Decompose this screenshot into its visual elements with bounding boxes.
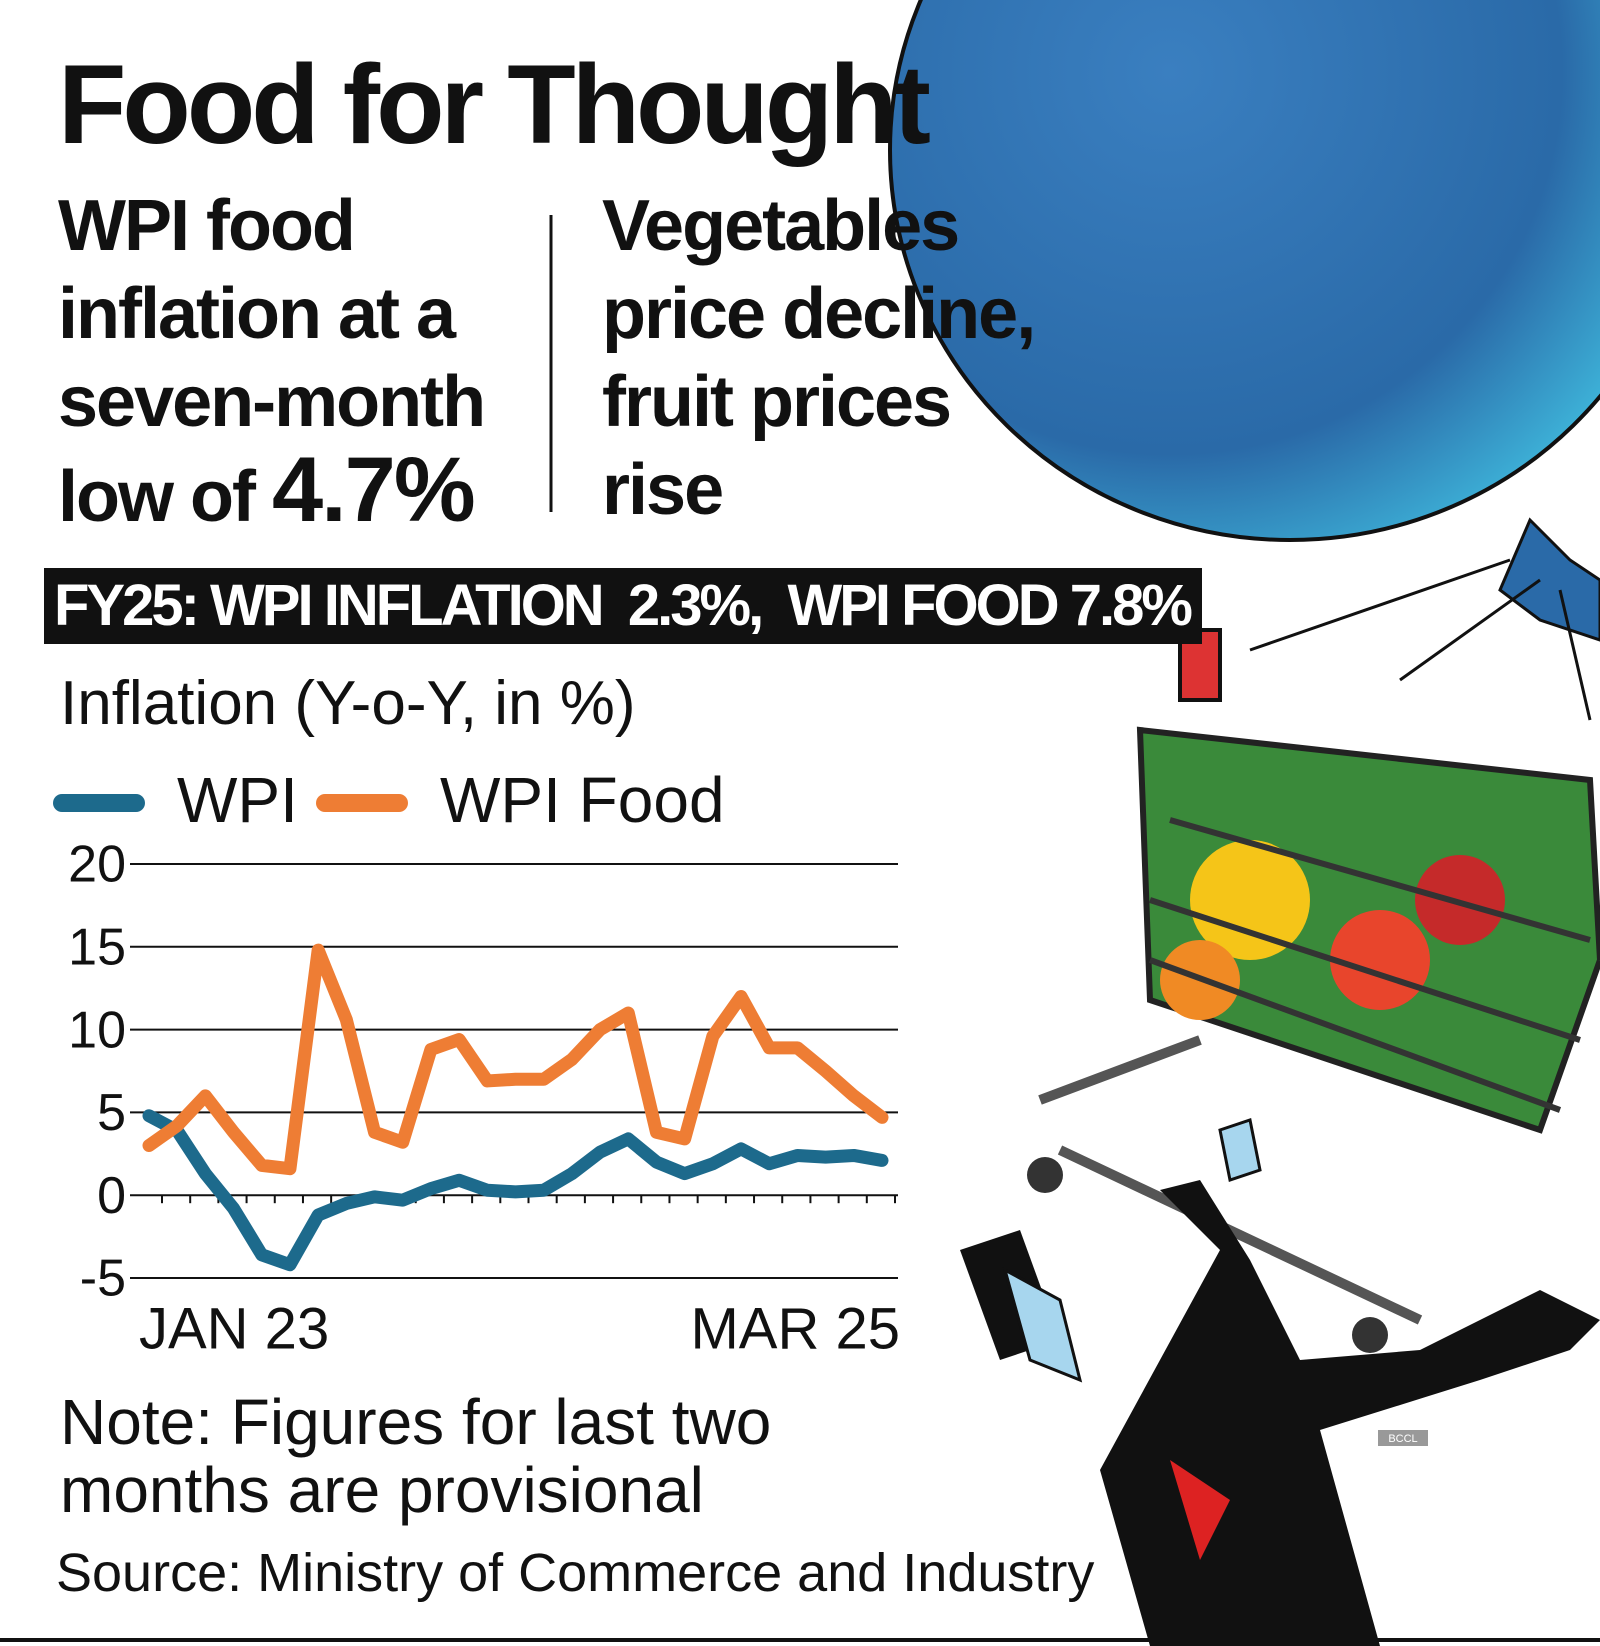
series-line	[142, 1109, 889, 1272]
title: Food for Thought	[58, 42, 931, 167]
y-tick-label: 20	[68, 836, 126, 894]
y-axis-label: Inflation (Y-o-Y, in %)	[60, 669, 636, 738]
credit: BCCL	[1388, 1433, 1417, 1445]
x-tick-label: MAR 25	[690, 1296, 900, 1361]
left-text: WPI food inflation at a seven-month low …	[58, 182, 538, 541]
legend-label: WPI	[177, 764, 298, 836]
note: Note: Figures for last two months are pr…	[60, 1386, 772, 1526]
series-line	[142, 943, 889, 1176]
x-tick-label: JAN 23	[139, 1296, 329, 1361]
y-tick-label: 10	[68, 1001, 126, 1059]
y-tick-label: 15	[68, 919, 126, 977]
y-tick-label: 5	[97, 1084, 126, 1142]
right-text: Vegetables price decline, fruit prices r…	[602, 186, 1036, 530]
y-tick-label: 0	[97, 1167, 126, 1225]
banner: FY25: WPI INFLATION 2.3%, WPI FOOD 7.8%	[44, 568, 1202, 644]
left-highlight: 4.7%	[271, 439, 476, 541]
source: Source: Ministry of Commerce and Industr…	[56, 1543, 1095, 1603]
y-tick-label: -5	[80, 1250, 126, 1308]
left-text-body: WPI food inflation at a seven-month low …	[58, 186, 486, 537]
plot: -5 0 5 10 15 20 JAN 23 MAR 25 WPI WPI Food	[53, 764, 900, 1361]
legend-label: WPI Food	[440, 764, 725, 836]
illustration: BCCL	[888, 0, 1600, 1646]
